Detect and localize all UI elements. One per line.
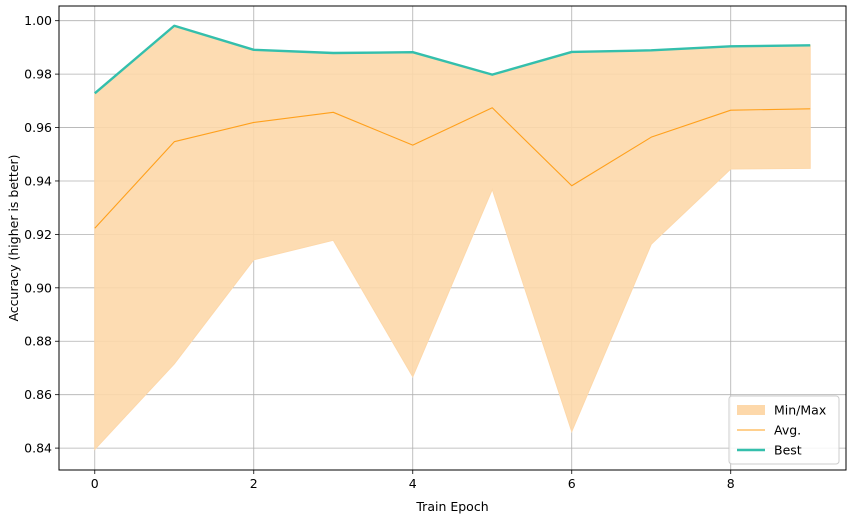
y-tick-label: 0.92 — [24, 227, 52, 242]
x-axis-label: Train Epoch — [415, 499, 488, 514]
x-tick-label: 0 — [91, 476, 99, 491]
legend-label: Min/Max — [774, 403, 826, 418]
y-tick-label: 0.98 — [24, 67, 52, 82]
legend-swatch-min-max — [737, 405, 765, 415]
legend-label: Avg. — [774, 423, 801, 438]
y-tick-label: 0.94 — [24, 173, 52, 188]
y-tick-label: 0.90 — [24, 280, 52, 295]
y-axis-label: Accuracy (higher is better) — [6, 154, 21, 321]
legend: Min/Max Avg. Best — [729, 396, 839, 464]
y-tick-label: 0.86 — [24, 387, 52, 402]
y-tick-label: 1.00 — [24, 13, 52, 28]
x-tick-label: 8 — [727, 476, 735, 491]
legend-label: Best — [774, 443, 802, 458]
x-tick-label: 2 — [250, 476, 258, 491]
y-tick-label: 0.84 — [24, 441, 52, 456]
y-tick-label: 0.88 — [24, 334, 52, 349]
x-tick-label: 6 — [568, 476, 576, 491]
y-tick-label: 0.96 — [24, 120, 52, 135]
x-tick-label: 4 — [409, 476, 417, 491]
